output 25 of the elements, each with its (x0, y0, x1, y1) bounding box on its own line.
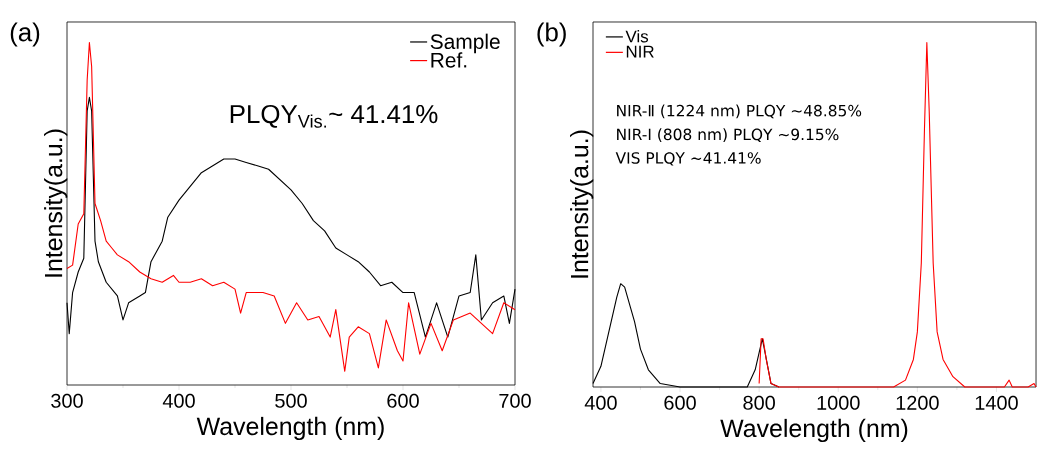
annotation: NIR-Ⅰ (808 nm) PLQY ~9.15% (617, 128, 839, 143)
annotation: VIS PLQY ~41.41% (615, 152, 761, 166)
x-axis-title: Wavelength (nm) (720, 418, 908, 443)
x-tick-label: 300 (51, 393, 83, 408)
text: (a) (10, 22, 40, 47)
x-tick-label: 1000 (817, 395, 860, 410)
x-axis-title: Wavelength (nm) (196, 416, 384, 441)
x-tick-label: 700 (499, 393, 531, 408)
x-tick-label: 600 (387, 393, 419, 408)
x-tick-label: 1200 (896, 395, 939, 410)
annotation: NIR-Ⅱ (1224 nm) PLQY ~48.85% (617, 104, 862, 119)
y-axis-title: Intensity(a.u.) (570, 130, 594, 278)
x-tick-label: 600 (664, 395, 696, 410)
x-tick-label: 400 (162, 393, 195, 408)
x-tick-label: 1400 (975, 395, 1018, 410)
x-tick-label: 400 (584, 395, 617, 410)
annotation: PLQY$_{Vis.}$~ 41.41% (230, 104, 438, 128)
legend-label: Ref. (431, 52, 467, 68)
x-tick-label: 800 (743, 395, 775, 410)
legend-label: Vis (625, 30, 649, 43)
legend-label: NIR (626, 45, 654, 58)
legend-label: Sample (430, 33, 500, 54)
x-tick-label: 500 (275, 393, 307, 408)
y-axis-title: Intensity(a.u.) (44, 129, 68, 277)
text: (b) (537, 22, 566, 47)
